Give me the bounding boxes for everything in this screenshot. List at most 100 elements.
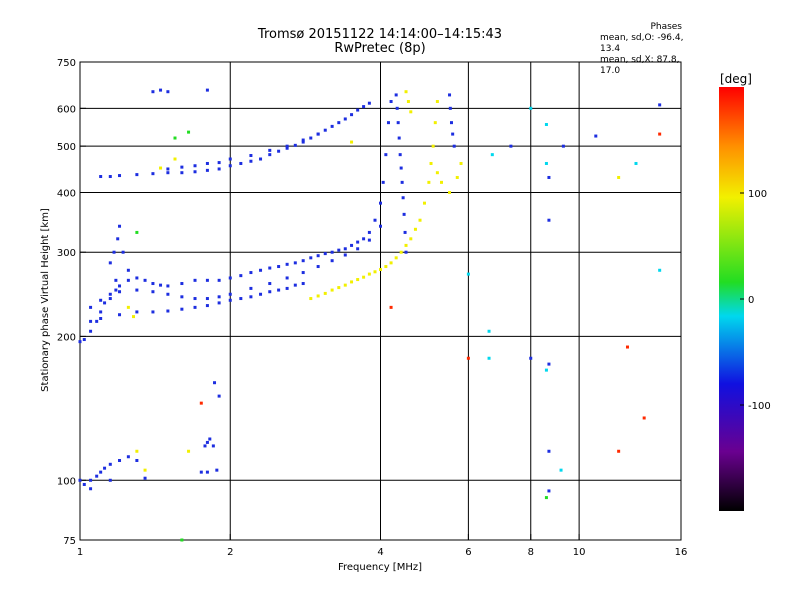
data-point	[285, 146, 289, 150]
y-tick-label: 750	[57, 58, 76, 69]
data-point	[143, 468, 147, 472]
data-point	[367, 230, 371, 234]
data-point	[118, 458, 122, 462]
data-point	[78, 340, 82, 344]
data-point	[658, 103, 662, 107]
data-point	[367, 238, 371, 242]
data-point	[205, 440, 209, 444]
data-point	[301, 138, 305, 142]
data-point	[362, 105, 366, 109]
data-point	[293, 143, 297, 147]
data-point	[116, 237, 120, 241]
data-point	[268, 153, 272, 157]
data-point	[544, 496, 548, 500]
data-point	[455, 175, 459, 179]
data-point	[395, 106, 399, 110]
data-point	[108, 261, 112, 265]
data-point	[343, 117, 347, 121]
data-point	[404, 243, 408, 247]
data-point	[205, 304, 209, 308]
data-point	[316, 265, 320, 269]
phases-stats-x: mean, sd,X: 87.8, 17.0	[600, 55, 680, 76]
data-point	[213, 381, 217, 385]
data-point	[108, 478, 112, 482]
y-tick-label: 500	[57, 142, 76, 153]
data-point	[413, 227, 417, 231]
y-tick-label: 400	[57, 188, 76, 199]
data-point	[658, 268, 662, 272]
data-point	[285, 276, 289, 280]
y-tick-label: 600	[57, 104, 76, 115]
data-point	[268, 290, 272, 294]
data-point	[401, 196, 405, 200]
data-point	[135, 230, 139, 234]
data-point	[277, 265, 281, 269]
data-point	[634, 161, 638, 165]
data-point	[544, 368, 548, 372]
data-point	[399, 166, 403, 170]
data-point	[217, 394, 221, 398]
data-point	[330, 250, 334, 254]
data-point	[343, 283, 347, 287]
data-point	[159, 283, 163, 287]
data-point	[381, 180, 385, 184]
data-point	[323, 128, 327, 132]
data-point	[89, 319, 93, 323]
data-point	[403, 230, 407, 234]
data-point	[379, 268, 382, 272]
data-point	[151, 310, 155, 314]
data-point	[435, 100, 439, 104]
data-point	[466, 356, 470, 360]
data-point	[459, 161, 463, 165]
data-point	[547, 362, 551, 366]
data-point	[217, 301, 221, 305]
data-point	[559, 468, 563, 472]
data-point	[180, 165, 184, 169]
data-point	[135, 449, 139, 453]
data-point	[409, 237, 413, 241]
data-point	[95, 474, 99, 478]
data-point	[151, 172, 155, 176]
data-point	[180, 282, 184, 286]
data-point	[118, 313, 122, 317]
data-point	[82, 482, 86, 486]
data-point	[389, 100, 393, 104]
data-point	[215, 468, 219, 472]
data-point	[217, 167, 221, 171]
data-point	[114, 278, 118, 282]
data-point	[89, 487, 93, 491]
data-point	[433, 121, 437, 125]
data-point	[373, 218, 377, 222]
y-axis-ticks: 75 100 200 300 400 500 600 750	[57, 58, 86, 547]
data-point	[452, 144, 456, 148]
data-point	[143, 278, 147, 282]
data-point	[309, 297, 313, 301]
data-point	[78, 478, 82, 482]
data-point	[356, 278, 360, 282]
data-point	[121, 250, 125, 254]
data-point	[400, 180, 404, 184]
data-point	[394, 93, 398, 97]
data-point	[448, 106, 452, 110]
data-point	[180, 307, 184, 311]
data-point	[404, 90, 408, 94]
data-point	[449, 121, 453, 125]
data-point	[402, 212, 406, 216]
data-point	[293, 261, 297, 265]
data-point	[384, 265, 388, 269]
y-tick-label: 100	[57, 476, 76, 487]
data-point	[99, 175, 103, 179]
data-point	[544, 161, 548, 165]
data-point	[409, 110, 413, 114]
data-point	[373, 270, 377, 274]
y-tick-label: 75	[63, 536, 76, 547]
data-point	[228, 292, 232, 296]
data-point	[309, 136, 313, 140]
data-point	[126, 455, 130, 459]
data-point	[193, 305, 197, 309]
data-point	[487, 356, 491, 360]
data-point	[208, 437, 212, 441]
data-point	[367, 272, 371, 276]
phases-stats-box: Phases mean, sd,O: -96.4, 13.4 mean, sd,…	[600, 22, 696, 77]
data-point	[239, 297, 243, 301]
